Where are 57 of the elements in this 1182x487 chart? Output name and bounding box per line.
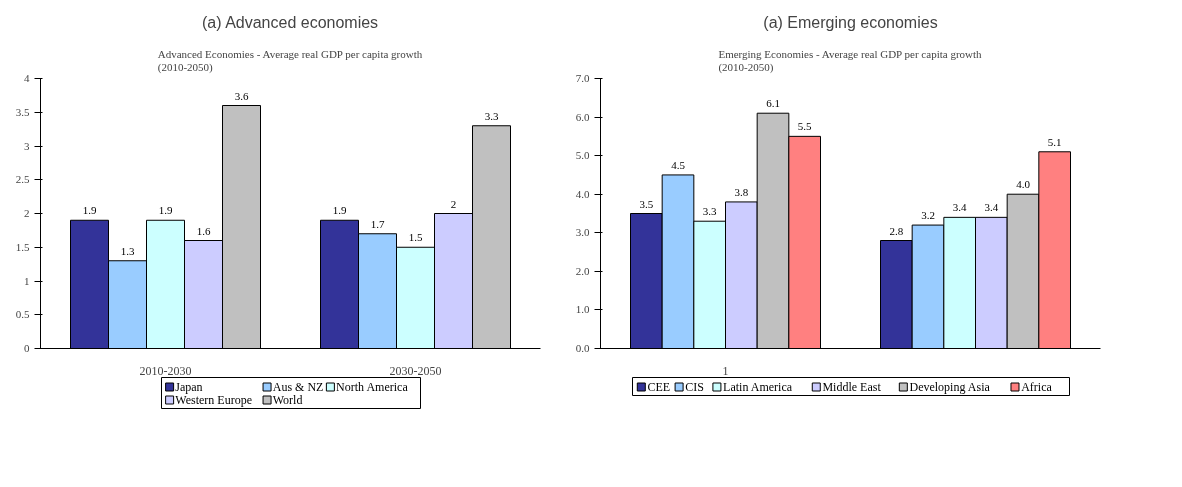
legend-label: World (272, 393, 302, 407)
data-label: 1.9 (332, 204, 347, 217)
y-tick-label: 6.0 (575, 110, 590, 123)
legend-label: North America (335, 380, 408, 394)
y-tick-label: 1 (24, 274, 30, 287)
y-tick-label: 3.0 (575, 226, 590, 239)
data-label: 2.8 (889, 224, 904, 237)
y-tick-label: 5.0 (575, 149, 590, 162)
legend-label: CEE (646, 380, 670, 394)
data-label: 3.6 (234, 89, 249, 102)
data-label: 5.1 (1047, 135, 1062, 148)
x-tick-label: 2010-2030 (139, 363, 192, 378)
data-label: 3.3 (484, 109, 499, 122)
data-label: 1.9 (158, 204, 173, 217)
data-label: 1.3 (120, 244, 135, 257)
legend-label: Aus & NZ (272, 380, 323, 394)
data-label: 3.4 (952, 201, 968, 214)
data-label: 4.5 (671, 158, 686, 171)
legend-label: Japan (174, 380, 203, 394)
data-label: 1.7 (370, 217, 385, 230)
chart-title: (a) Emerging economies (763, 13, 938, 31)
chart-title: (a) Advanced economies (202, 13, 379, 31)
data-label: 1.6 (196, 224, 211, 237)
y-tick-label: 2.5 (15, 173, 30, 186)
y-tick-label: 0.0 (575, 342, 590, 354)
data-label: 2 (450, 197, 457, 210)
legend-label: Africa (1020, 380, 1052, 394)
legend-label: Latin America (722, 380, 793, 394)
y-tick-label: 7.0 (575, 72, 590, 84)
y-tick-label: 3.5 (15, 105, 30, 118)
x-tick-label: 2030-2050 (389, 363, 442, 378)
y-tick-label: 4.0 (575, 187, 590, 200)
data-label: 3.5 (639, 197, 654, 210)
data-label: 3.8 (734, 185, 749, 198)
y-tick-label: 2 (24, 207, 30, 219)
y-tick-label: 0.5 (15, 308, 30, 321)
legend-label: Developing Asia (908, 380, 990, 394)
x-tick-label: 1 (722, 363, 729, 378)
legend-label: Middle East (821, 380, 881, 394)
chart-subtitle: Emerging Economies - Average real GDP per capita growth (2010-2050) (718, 48, 983, 75)
data-label: 4.0 (1016, 178, 1031, 191)
chart-subtitle: Advanced Economies - Average real GDP per capita growth (2010-2050) (157, 48, 423, 75)
legend-label: Western Europe (174, 393, 252, 407)
data-label: 3.2 (921, 209, 935, 222)
y-tick-label: 1.5 (15, 240, 30, 253)
y-tick-label: 2.0 (575, 264, 590, 277)
data-label: 1.5 (408, 231, 423, 244)
y-tick-label: 4 (24, 72, 30, 84)
y-tick-label: 1.0 (575, 303, 590, 316)
data-label: 1.9 (82, 204, 97, 217)
y-tick-label: 3 (24, 139, 30, 152)
data-label: 5.5 (797, 120, 813, 133)
legend-label: CIS (684, 380, 704, 394)
data-label: 6.1 (766, 97, 780, 110)
y-tick-label: 0 (24, 342, 30, 354)
data-label: 3.3 (702, 205, 718, 218)
data-label: 3.4 (984, 201, 999, 214)
